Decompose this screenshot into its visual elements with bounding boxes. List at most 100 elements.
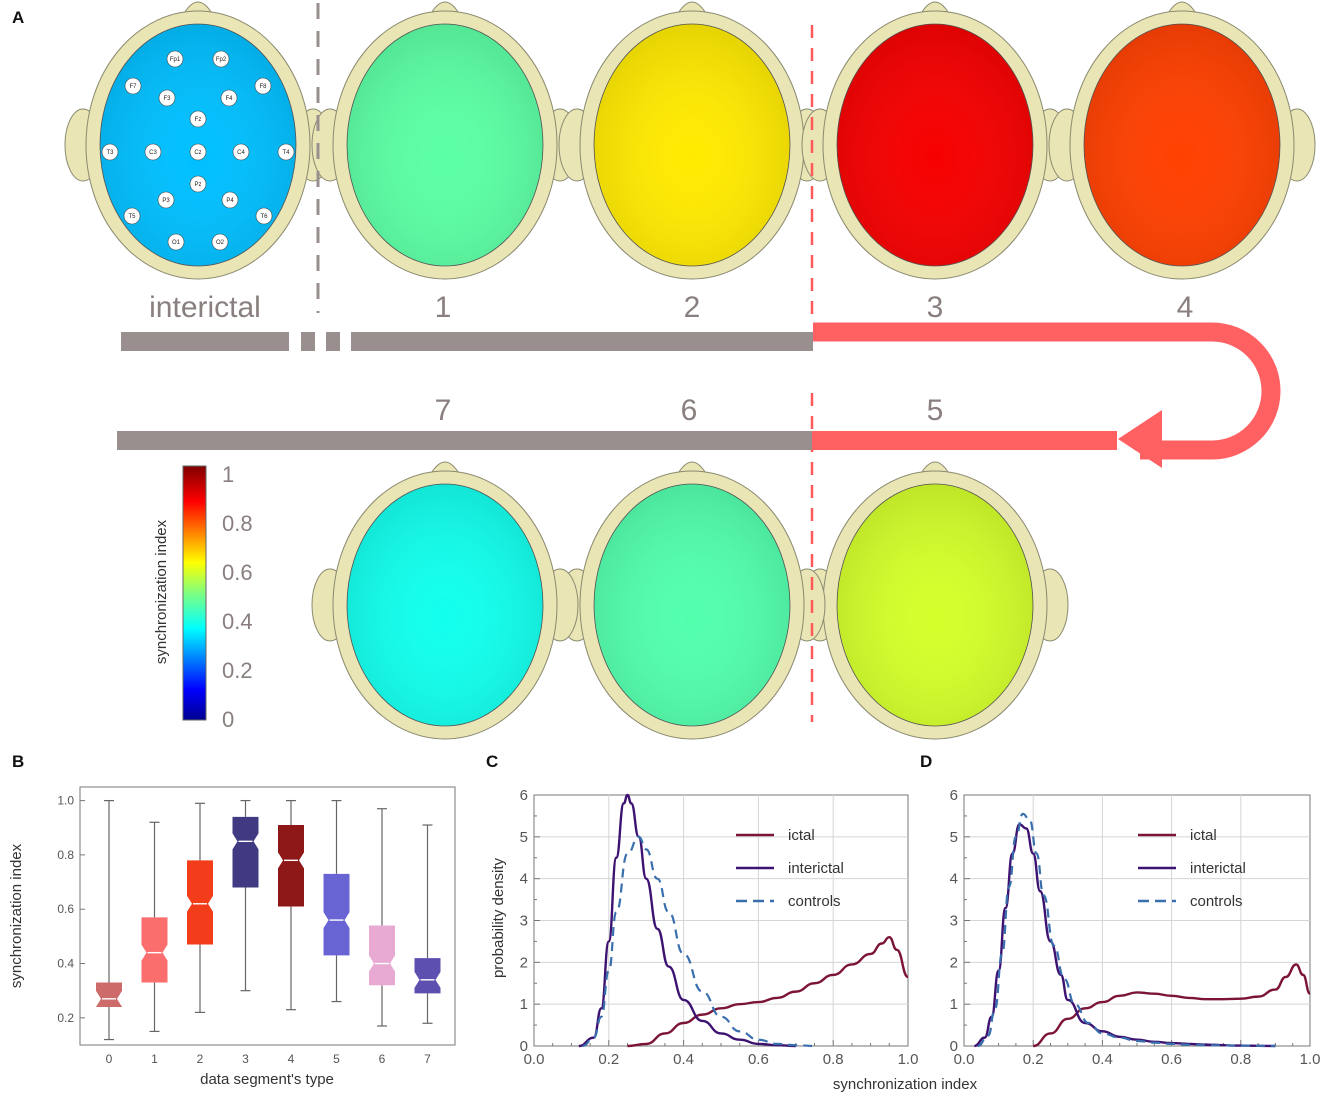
electrode-fz: Fz [189,110,207,128]
electrode-cz: Cz [189,143,207,161]
colorbar-tick: 0.2 [222,658,253,683]
panel-b-xlabel: data segment's type [200,1071,334,1088]
electrode-label: F4 [225,96,233,102]
electrode-fp1: Fp1 [166,50,184,68]
electrode-c4: C4 [232,143,250,161]
head-map-s3 [801,1,1069,280]
c-xtick-label: 0.2 [598,1051,619,1068]
timeline-ictal-arrow [813,322,1281,460]
c-xtick-label: 0.4 [673,1051,694,1068]
panel-letter-a: A [12,8,24,27]
electrode-f4: F4 [220,89,238,107]
panel-b-ytick-label: 0.6 [57,902,74,916]
box-body [278,825,304,907]
timeline-arrowhead [1118,410,1162,468]
box-2 [187,802,213,1014]
panel-letter-b: B [12,752,24,771]
segment-label-2: 2 [684,291,701,324]
c-ytick-label: 4 [520,871,528,888]
timeline-gap-mark [301,332,315,351]
timeline-segment-preictal [351,332,813,351]
scalp-shading [347,24,543,266]
segment-label-3: 3 [927,291,944,324]
scalp-shading [837,484,1033,726]
d-xtick-label: 1.0 [1300,1051,1321,1068]
panel-b-xtick-label: 6 [379,1052,386,1066]
head-map-s5 [801,461,1069,740]
electrode-fp2: Fp2 [212,50,230,68]
electrode-p4: P4 [221,191,239,209]
panel-d-density-plot: 0.0 0.2 0.4 0.6 0.8 1.0 0 1 2 3 4 5 6 ictal intericta… [950,787,1321,1068]
electrode-label: C3 [149,150,157,156]
panel-c-density-plot: 0.0 0.2 0.4 0.6 0.8 1.0 0 1 2 3 4 5 6 ictal intericta… [490,787,978,1093]
colorbar-tick: 0.4 [222,609,253,634]
panel-letter-d: D [920,752,932,771]
panel-b-xtick-label: 4 [288,1052,295,1066]
c-series-ictal [627,936,909,1048]
electrode-f7: F7 [124,77,142,95]
panel-b-xtick-label: 0 [106,1052,113,1066]
electrode-label: P4 [226,198,234,204]
electrode-label: Cz [194,150,201,156]
d-legend-label-ictal: ictal [1190,827,1217,844]
box-body [187,860,213,945]
shared-xlabel: synchronization index [833,1076,978,1093]
c-legend-label-controls: controls [788,893,841,910]
timeline-segment-interictal [121,332,289,351]
segment-label-4: 4 [1177,291,1194,324]
d-ytick-label: 4 [950,871,958,888]
c-series-controls [582,835,815,1048]
panel-b-ytick-label: 0.8 [57,848,74,862]
electrode-t3: T3 [101,143,119,161]
c-xtick-label: 1.0 [898,1051,919,1068]
electrode-label: T4 [282,150,290,156]
panel-b-ytick-label: 0.2 [57,1011,74,1025]
d-ytick-label: 1 [950,996,958,1013]
electrode-c3: C3 [144,143,162,161]
d-ytick-label: 3 [950,913,958,930]
box-body [232,816,259,888]
d-ytick-label: 0 [950,1038,958,1055]
electrode-t5: T5 [123,207,141,225]
panel-b-ytick-label: 0.4 [57,957,74,971]
panel-b-xtick-label: 2 [197,1052,204,1066]
d-ytick-label: 5 [950,829,958,846]
colorbar-tick: 0.6 [222,560,253,585]
d-xtick-label: 0.0 [954,1051,975,1068]
colorbar-tick: 0 [222,707,234,732]
c-ytick-label: 6 [520,787,528,804]
panel-b-xtick-label: 1 [151,1052,158,1066]
head-map-s1 [311,1,579,280]
c-xtick-label: 0.6 [748,1051,769,1068]
timeline-upper [121,322,1281,468]
segment-label-7: 7 [435,394,452,427]
panel-b-ytick-label: 1.0 [57,794,74,808]
electrode-t4: T4 [277,143,295,161]
electrode-label: F3 [163,96,171,102]
colorbar-gradient [182,465,207,721]
box-7 [414,824,441,1024]
d-legend-label-controls: controls [1190,893,1243,910]
electrode-label: F8 [259,84,267,90]
segment-label-6: 6 [681,394,698,427]
scalp-shading [837,24,1033,266]
d-xtick-label: 0.6 [1161,1051,1182,1068]
box-body [323,873,350,956]
timeline-segment-ictal-late [812,431,1117,450]
electrode-label: Fp2 [216,57,227,63]
electrode-label: T3 [106,150,114,156]
electrode-o1: O1 [167,233,185,251]
head-map-s6 [558,461,826,740]
segment-label-interictal: interictal [149,291,261,324]
colorbar-tick: 1 [222,462,234,487]
panel-letter-c: C [486,752,498,771]
d-xtick-label: 0.8 [1230,1051,1251,1068]
c-ytick-label: 1 [520,996,528,1013]
timeline-lower [117,431,1117,450]
c-ytick-label: 2 [520,954,528,971]
head-map-interictal: Fp1 Fp2 F7 F3 F4 F8 Fz T3 C3 Cz C4 T4 Pz P3 P4 T5 T6 O1 O2 [64,1,332,280]
electrode-label: Fp1 [170,57,181,63]
timeline-gap-mark [326,332,340,351]
electrode-label: P3 [162,198,170,204]
c-ytick-label: 0 [520,1038,528,1055]
